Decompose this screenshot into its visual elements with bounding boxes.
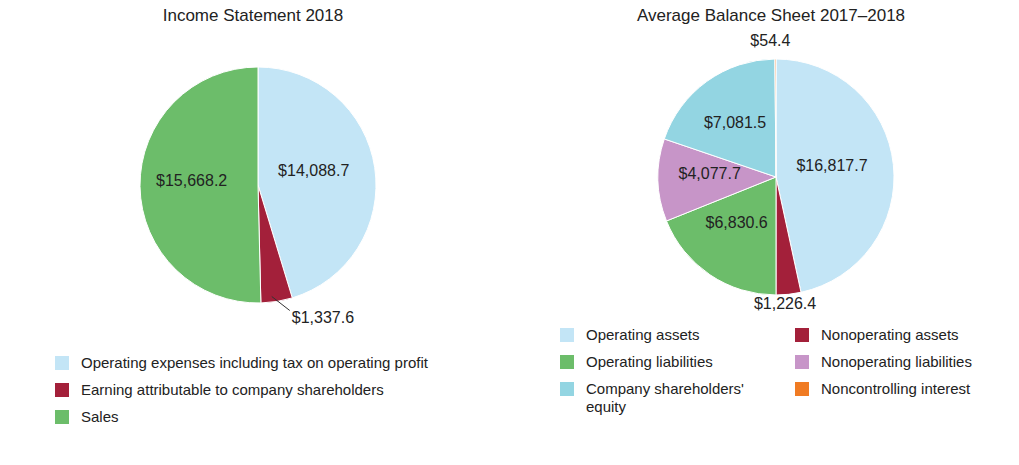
svg-text:$54.4: $54.4 xyxy=(750,32,790,49)
html-text:Operating liabilities: Operating liabilities xyxy=(586,353,713,370)
html-text:Company shareholders' equity: Company shareholders' equity xyxy=(586,380,744,415)
html-text:Earning attributable to compan: Earning attributable to company sharehol… xyxy=(81,381,384,398)
html-text:Income Statement 2018: Income Statement 2018 xyxy=(162,6,344,25)
svg-text:$1,337.6: $1,337.6 xyxy=(292,309,354,326)
html-text:Average Balance Sheet 2017–201: Average Balance Sheet 2017–2018 xyxy=(636,6,906,25)
svg-text:$16,817.7: $16,817.7 xyxy=(796,157,867,174)
html-text:Nonoperating assets: Nonoperating assets xyxy=(821,326,959,343)
html-text:Operating expenses including t: Operating expenses including tax on oper… xyxy=(81,354,428,371)
svg-text:$1,226.4: $1,226.4 xyxy=(754,295,816,312)
svg-text:$14,088.7: $14,088.7 xyxy=(278,162,349,179)
svg-text:$6,830.6: $6,830.6 xyxy=(705,214,767,231)
html-text:Sales: Sales xyxy=(81,408,119,425)
svg-text:$15,668.2: $15,668.2 xyxy=(156,172,227,189)
svg-text:$4,077.7: $4,077.7 xyxy=(679,165,741,182)
html-text:Noncontrolling interest: Noncontrolling interest xyxy=(821,380,971,397)
html-text:Operating assets: Operating assets xyxy=(586,326,700,343)
svg-text:$7,081.5: $7,081.5 xyxy=(704,114,766,131)
html-text:Nonoperating liabilities: Nonoperating liabilities xyxy=(821,353,972,370)
